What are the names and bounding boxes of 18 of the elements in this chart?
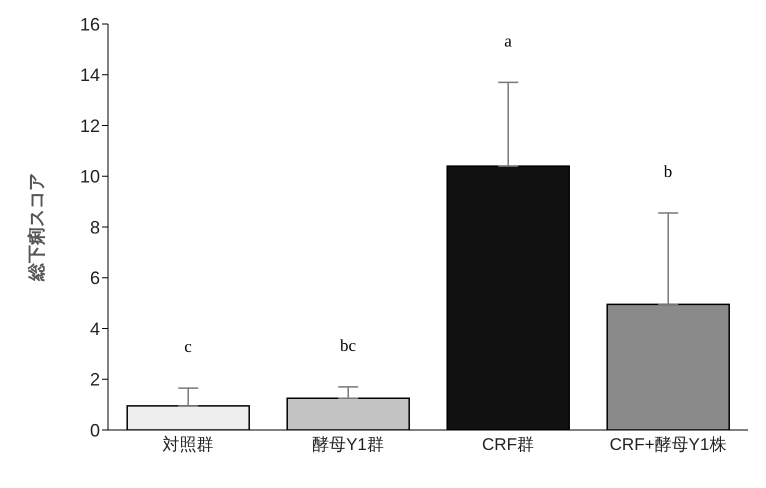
x-tick-label: CRF群 [482,435,534,454]
y-axis-title: 総下痢スコア [26,173,46,282]
y-tick-label: 12 [80,116,100,136]
annotation: bc [340,336,356,355]
annotation: c [184,337,192,356]
x-tick-label: 酵母Y1群 [312,435,384,454]
y-tick-label: 2 [90,370,100,390]
annotation: a [504,31,512,50]
y-tick-label: 0 [90,420,100,440]
y-tick-label: 4 [90,318,100,339]
annotation: b [664,162,672,182]
y-tick-label: 6 [90,268,100,288]
x-tick-label: CRF+酵母Y1株 [610,435,726,454]
y-tick-label: 10 [80,166,100,187]
x-tick-label: 対照群 [162,435,214,454]
y-tick-label: 8 [90,217,100,238]
y-tick-label: 14 [80,65,100,86]
y-tick-label: 16 [80,14,100,34]
